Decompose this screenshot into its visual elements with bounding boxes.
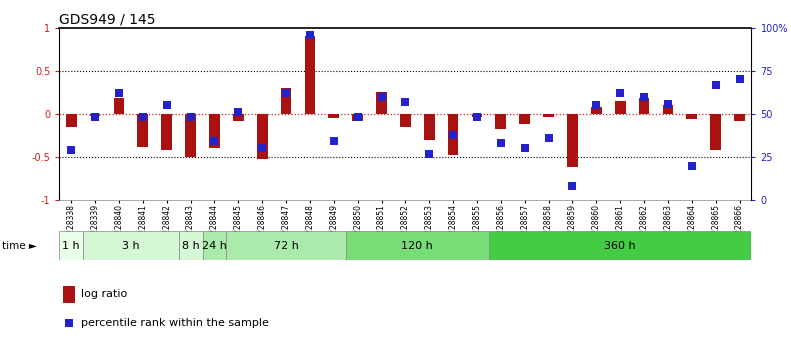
Bar: [179, 231, 202, 260]
Point: [161, 102, 173, 108]
Bar: [567, 114, 577, 167]
Bar: [59, 231, 83, 260]
Bar: [202, 231, 226, 260]
Point: [65, 147, 78, 153]
Bar: [66, 114, 77, 127]
Point: [399, 99, 411, 105]
Bar: [226, 231, 346, 260]
Point: [112, 90, 125, 96]
Bar: [663, 105, 673, 114]
Bar: [543, 114, 554, 117]
Point: [280, 90, 293, 96]
Point: [232, 109, 244, 115]
Bar: [520, 114, 530, 124]
Text: 72 h: 72 h: [274, 241, 298, 251]
Text: 120 h: 120 h: [402, 241, 433, 251]
Bar: [305, 36, 316, 114]
Bar: [161, 114, 172, 150]
Point: [423, 151, 436, 156]
Bar: [424, 114, 434, 140]
Point: [638, 94, 650, 99]
Bar: [346, 231, 489, 260]
Point: [733, 77, 746, 82]
Point: [62, 320, 75, 326]
Bar: [328, 114, 339, 118]
Text: 8 h: 8 h: [182, 241, 199, 251]
Bar: [138, 114, 148, 147]
Point: [543, 135, 555, 141]
Bar: [495, 114, 506, 129]
Bar: [377, 92, 387, 114]
Point: [686, 163, 698, 168]
Point: [327, 139, 340, 144]
Text: 24 h: 24 h: [202, 241, 227, 251]
Bar: [400, 114, 411, 127]
Bar: [591, 107, 602, 114]
Point: [614, 90, 626, 96]
Point: [375, 94, 388, 99]
Point: [661, 101, 674, 106]
Bar: [185, 114, 196, 157]
Bar: [471, 114, 483, 117]
Point: [566, 184, 579, 189]
Text: GDS949 / 145: GDS949 / 145: [59, 12, 156, 27]
Bar: [62, 286, 75, 303]
Point: [89, 115, 101, 120]
Bar: [114, 98, 124, 114]
Bar: [489, 231, 751, 260]
Text: log ratio: log ratio: [81, 289, 127, 299]
Point: [447, 132, 460, 137]
Point: [518, 146, 531, 151]
Bar: [734, 114, 745, 121]
Bar: [209, 114, 220, 148]
Text: 3 h: 3 h: [122, 241, 140, 251]
Bar: [710, 114, 721, 150]
Point: [494, 140, 507, 146]
Point: [208, 139, 221, 144]
Point: [471, 115, 483, 120]
Bar: [83, 231, 179, 260]
Bar: [448, 114, 459, 155]
Point: [351, 115, 364, 120]
Point: [255, 146, 268, 151]
Bar: [615, 101, 626, 114]
Bar: [233, 114, 244, 121]
Point: [304, 32, 316, 37]
Text: percentile rank within the sample: percentile rank within the sample: [81, 318, 270, 328]
Text: 360 h: 360 h: [604, 241, 636, 251]
Bar: [89, 114, 100, 117]
Bar: [638, 98, 649, 114]
Point: [710, 82, 722, 87]
Bar: [257, 114, 267, 159]
Point: [184, 115, 197, 120]
Text: 1 h: 1 h: [62, 241, 80, 251]
Bar: [281, 88, 291, 114]
Point: [137, 115, 149, 120]
Bar: [687, 114, 697, 119]
Point: [590, 102, 603, 108]
Bar: [352, 114, 363, 121]
Text: time ►: time ►: [2, 241, 37, 251]
